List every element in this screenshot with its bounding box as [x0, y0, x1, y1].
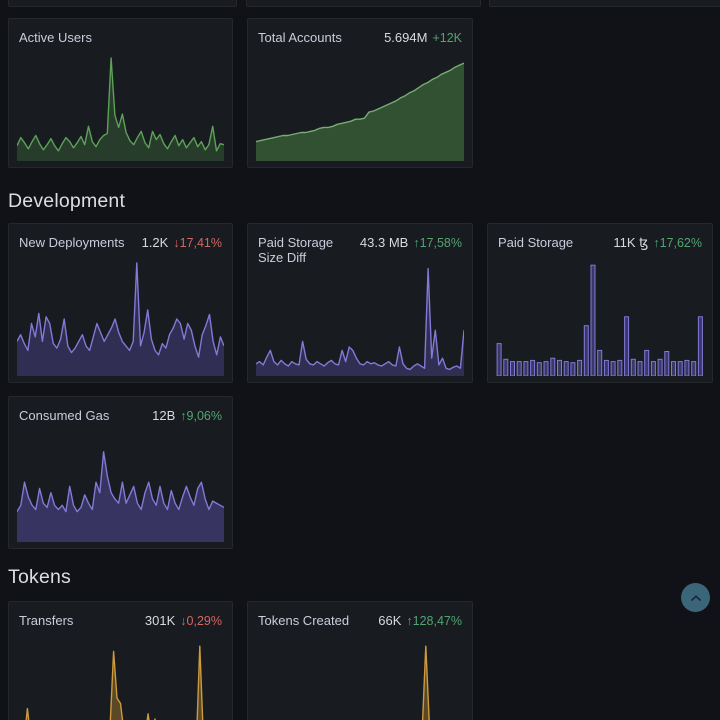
- panel-total-accounts: Total Accounts 5.694M +12K: [247, 18, 473, 168]
- panel-value: 11K ꜩ ↑17,62%: [613, 235, 702, 250]
- panel-delta: ↑17,62%: [653, 236, 702, 250]
- panel-value: 43.3 MB ↑17,58%: [359, 235, 462, 250]
- panel-delta: ↓17,41%: [173, 236, 222, 250]
- panel-title[interactable]: Total Accounts: [258, 30, 342, 45]
- panel-title[interactable]: Paid Storage Size Diff: [258, 235, 334, 265]
- partial-panel: [246, 0, 481, 7]
- panel-header: Tokens Created 66K ↑128,47%: [248, 602, 472, 629]
- panel-title[interactable]: Consumed Gas: [19, 408, 110, 423]
- panel-value: [217, 30, 222, 46]
- panel-header: Active Users: [9, 19, 232, 46]
- panel-paid-storage-size-diff: Paid Storage Size Diff 43.3 MB ↑17,58%: [247, 223, 473, 383]
- tokens-created-chart[interactable]: [256, 640, 464, 720]
- panel-new-deployments: New Deployments 1.2K ↓17,41%: [8, 223, 233, 383]
- panel-active-users: Active Users: [8, 18, 233, 168]
- panel-paid-storage: Paid Storage 11K ꜩ ↑17,62%: [487, 223, 713, 383]
- total-accounts-chart[interactable]: [256, 57, 464, 161]
- section-tokens[interactable]: Tokens: [8, 566, 71, 588]
- partial-panel: [8, 0, 237, 7]
- panel-delta: ↑17,58%: [413, 236, 462, 250]
- panel-header: New Deployments 1.2K ↓17,41%: [9, 224, 232, 251]
- scroll-to-top-button[interactable]: [681, 583, 710, 612]
- section-development[interactable]: Development: [8, 190, 126, 212]
- panel-consumed-gas: Consumed Gas 12B ↑9,06%: [8, 396, 233, 549]
- panel-header: Paid Storage 11K ꜩ ↑17,62%: [488, 224, 712, 251]
- panel-header: Total Accounts 5.694M +12K: [248, 19, 472, 46]
- panel-value: 5.694M +12K: [384, 30, 462, 45]
- panel-header: Paid Storage Size Diff 43.3 MB ↑17,58%: [248, 224, 472, 265]
- panel-value: 66K ↑128,47%: [378, 613, 462, 628]
- panel-delta: ↓0,29%: [180, 614, 222, 628]
- panel-transfers: Transfers 301K ↓0,29%: [8, 601, 233, 720]
- panel-delta: +12K: [432, 31, 462, 45]
- paid-storage-chart[interactable]: [496, 262, 704, 376]
- active-users-chart[interactable]: [17, 57, 224, 161]
- new-deployments-chart[interactable]: [17, 262, 224, 376]
- panel-title[interactable]: Paid Storage: [498, 235, 574, 250]
- panel-value: 12B ↑9,06%: [152, 408, 222, 423]
- transfers-chart[interactable]: [17, 640, 224, 720]
- partial-panel: [489, 0, 720, 7]
- panel-value: 1.2K ↓17,41%: [141, 235, 222, 250]
- panel-title[interactable]: Active Users: [19, 30, 92, 45]
- panel-delta: ↑9,06%: [180, 409, 222, 423]
- panel-title[interactable]: Tokens Created: [258, 613, 350, 628]
- panel-title[interactable]: Transfers: [19, 613, 74, 628]
- consumed-gas-chart[interactable]: [17, 435, 224, 542]
- chevron-up-icon: [690, 594, 702, 602]
- panel-delta: ↑128,47%: [406, 614, 462, 628]
- panel-header: Transfers 301K ↓0,29%: [9, 602, 232, 629]
- panel-title[interactable]: New Deployments: [19, 235, 125, 250]
- paid-storage-size-diff-chart[interactable]: [256, 262, 464, 376]
- panel-header: Consumed Gas 12B ↑9,06%: [9, 397, 232, 424]
- panel-tokens-created: Tokens Created 66K ↑128,47%: [247, 601, 473, 720]
- panel-value: 301K ↓0,29%: [144, 613, 222, 628]
